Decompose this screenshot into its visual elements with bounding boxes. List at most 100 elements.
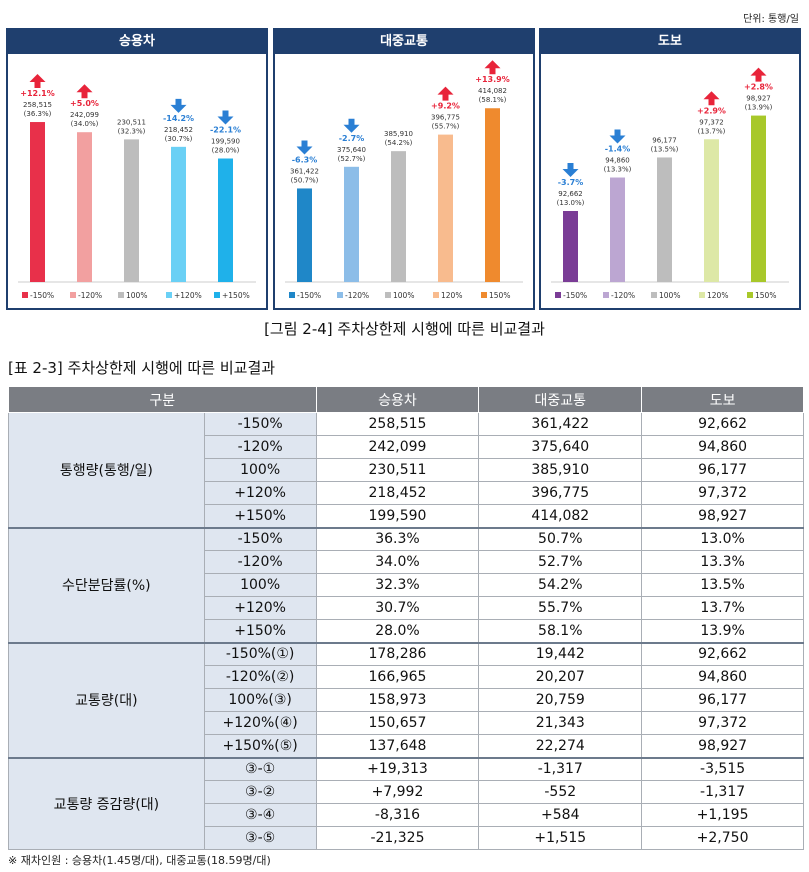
cell-transit: 414,082 bbox=[478, 504, 643, 528]
cell-transit: -1,317 bbox=[478, 756, 643, 781]
sub-label: +120% bbox=[203, 596, 317, 620]
table-row: +150% 28.0% 58.1% 13.9% bbox=[9, 619, 804, 643]
header-walk: 도보 bbox=[641, 386, 804, 413]
legend-label: -150% bbox=[30, 291, 54, 300]
share-label: (28.0%) bbox=[212, 147, 240, 155]
chart-walk-svg: (13.0%)92,662 -3.7% (13.3%)94,860 -1.4% (13.… bbox=[551, 67, 789, 300]
chart-panel-walk: 도보 (13.0%) 92,662 -3.7% (13.3%) 94,860 -1.4%(… bbox=[539, 28, 801, 310]
chart-car-svg: (36.3%)258,515 +12.1% (34.0%)242,099 +5.0% (… bbox=[18, 74, 256, 300]
cell-walk: 13.9% bbox=[641, 619, 804, 643]
arrow-down-icon bbox=[343, 118, 360, 133]
sub-label: -150% bbox=[203, 526, 317, 551]
table-caption: [표 2-3] 주차상한제 시행에 따른 비교결과 bbox=[8, 359, 276, 377]
legend-label: 100% bbox=[126, 291, 147, 300]
figure-caption: [그림 2-4] 주차상한제 시행에 따른 비교결과 bbox=[264, 320, 545, 338]
legend-swatch bbox=[651, 292, 657, 298]
cell-walk: -3,515 bbox=[641, 756, 804, 781]
share-label: (34.0%) bbox=[71, 120, 99, 128]
value-label: 97,372 bbox=[699, 118, 724, 126]
change-label: +12.1% bbox=[20, 89, 54, 98]
share-label: (55.7%) bbox=[432, 123, 460, 131]
table-row: +150% 199,590 414,082 98,927 bbox=[9, 504, 804, 528]
arrow-up-icon bbox=[76, 84, 93, 99]
cell-walk: +1,195 bbox=[641, 803, 804, 827]
table-row: 100%(③) 158,973 20,759 96,177 bbox=[9, 688, 804, 712]
legend-label: 120% bbox=[441, 291, 462, 300]
change-label: -2.7% bbox=[339, 134, 365, 143]
change-label: -14.2% bbox=[163, 114, 194, 123]
cell-transit: +584 bbox=[478, 803, 643, 827]
cell-walk: 98,927 bbox=[641, 504, 804, 528]
cell-walk: 13.7% bbox=[641, 596, 804, 620]
cell-walk: 13.5% bbox=[641, 573, 804, 597]
arrow-down-icon bbox=[217, 110, 234, 125]
value-label: 96,177 bbox=[652, 136, 677, 144]
cell-transit: 22,274 bbox=[478, 734, 643, 758]
share-label: (36.3%) bbox=[24, 110, 52, 118]
cell-transit: 21,343 bbox=[478, 711, 643, 735]
table-row: ③-② +7,992 -552 -1,317 bbox=[9, 780, 804, 804]
share-label: (50.7%) bbox=[291, 176, 319, 184]
sub-label: +150%(⑤) bbox=[203, 734, 317, 758]
sub-label: 100% bbox=[203, 573, 317, 597]
sub-label: 100% bbox=[203, 458, 317, 482]
arrow-down-icon bbox=[562, 162, 579, 177]
cell-transit: 375,640 bbox=[478, 435, 643, 459]
group-label: 통행량(통행/일) bbox=[8, 412, 205, 528]
bar bbox=[77, 132, 92, 282]
cell-car: 36.3% bbox=[315, 526, 480, 551]
cell-walk: 92,662 bbox=[641, 412, 804, 436]
cell-walk: 94,860 bbox=[641, 435, 804, 459]
cell-transit: 52.7% bbox=[478, 550, 643, 574]
sub-label: -120% bbox=[203, 550, 317, 574]
legend-swatch bbox=[699, 292, 705, 298]
cell-car: 258,515 bbox=[315, 412, 480, 436]
arrow-up-icon bbox=[750, 67, 767, 82]
legend-swatch bbox=[603, 292, 609, 298]
table-row: 교통량 증감량(대) ③-① +19,313 -1,317 -3,515 bbox=[8, 756, 804, 850]
arrow-up-icon bbox=[29, 74, 46, 89]
bar bbox=[751, 115, 766, 282]
sub-label: ③-② bbox=[203, 780, 317, 804]
sub-label: -120%(②) bbox=[203, 665, 317, 689]
sub-label: +120% bbox=[203, 481, 317, 505]
bar bbox=[297, 188, 312, 282]
legend-label: -120% bbox=[78, 291, 102, 300]
bar bbox=[563, 210, 578, 282]
cell-car: 166,965 bbox=[315, 665, 480, 689]
value-label: 375,640 bbox=[337, 146, 366, 154]
legend-swatch bbox=[747, 292, 753, 298]
header-car: 승용차 bbox=[315, 386, 480, 413]
share-label: (13.3%) bbox=[604, 166, 632, 174]
change-label: +13.9% bbox=[475, 75, 509, 84]
sub-label: +120%(④) bbox=[203, 711, 317, 735]
bar bbox=[218, 158, 233, 282]
legend-label: -150% bbox=[563, 291, 587, 300]
cell-car: +7,992 bbox=[315, 780, 480, 804]
share-label: (13.9%) bbox=[745, 104, 773, 112]
cell-walk: 96,177 bbox=[641, 458, 804, 482]
change-label: +2.9% bbox=[697, 106, 726, 115]
bar bbox=[657, 157, 672, 282]
sub-label: 100%(③) bbox=[203, 688, 317, 712]
legend-swatch bbox=[481, 292, 487, 298]
legend-label: 100% bbox=[659, 291, 680, 300]
legend-swatch bbox=[289, 292, 295, 298]
change-label: +5.0% bbox=[70, 99, 99, 108]
cell-transit: 19,442 bbox=[478, 641, 643, 666]
chart-title: 도보 bbox=[541, 30, 799, 54]
cell-transit: +1,515 bbox=[478, 826, 643, 850]
legend-label: +150% bbox=[222, 291, 250, 300]
sub-label: +150% bbox=[203, 504, 317, 528]
bar bbox=[30, 122, 45, 282]
arrow-down-icon bbox=[609, 129, 626, 144]
cell-transit: 54.2% bbox=[478, 573, 643, 597]
bar bbox=[438, 134, 453, 282]
value-label: 258,515 bbox=[23, 101, 52, 109]
bar bbox=[485, 108, 500, 282]
legend-swatch bbox=[70, 292, 76, 298]
cell-car: -21,325 bbox=[315, 826, 480, 850]
table-row: 통행량(통행/일) -150% 258,515 361,422 92,662 bbox=[8, 412, 804, 528]
cell-transit: 55.7% bbox=[478, 596, 643, 620]
header-transit: 대중교통 bbox=[478, 386, 643, 413]
